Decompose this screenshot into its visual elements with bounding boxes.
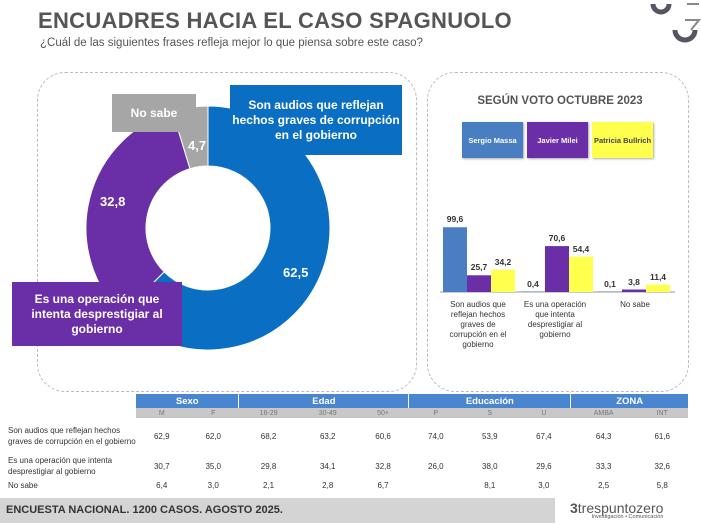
table-cell: 67,4: [536, 431, 552, 441]
brand-3-icon: 3: [570, 500, 578, 516]
table-cell: 29,6: [536, 461, 552, 471]
brand-name: trespuntozero: [577, 500, 664, 516]
bar: [467, 275, 491, 292]
bar-value-label: 3,8: [628, 276, 640, 287]
bar-value-label: 99,6: [446, 214, 464, 225]
row-label: Son audios que reflejan hechos graves de…: [8, 426, 136, 446]
brand-decoration-icon: [650, 3, 701, 43]
table-cell: 53,9: [482, 431, 498, 441]
legend-bullrich: Patricia Bullrich: [592, 122, 653, 158]
table-cell: 32,8: [375, 461, 391, 471]
table-cell: 2,8: [322, 480, 334, 490]
table-cell: 32,6: [654, 461, 671, 471]
bar: [521, 291, 545, 292]
donut-value-no-sabe: 4,7: [188, 138, 207, 153]
legend-massa: Sergio Massa: [462, 122, 523, 158]
bar: [545, 246, 569, 292]
bar-value-label: 25,7: [470, 262, 488, 273]
bar-value-label: 54,4: [572, 243, 590, 254]
brand-tagline: Investigación • Comunicación: [591, 514, 664, 520]
column-header: AMBA: [570, 408, 637, 418]
column-header: 16-29: [238, 408, 299, 418]
table-cell: [409, 478, 463, 492]
table-cell: 29,8: [260, 461, 277, 471]
group-educacion: Educación: [408, 394, 572, 408]
table-row: Son audios que reflejan hechos graves de…: [8, 418, 688, 454]
bar-category-audios: Son audios que reflejan hechos graves de…: [449, 300, 507, 349]
group-zona: ZONA: [570, 394, 688, 408]
bar: [569, 256, 593, 292]
table-row: Es una operación que intenta desprestigi…: [8, 454, 688, 478]
column-header: F: [187, 408, 239, 418]
donut-value-audios: 62,5: [283, 265, 309, 280]
table-cell: 5,8: [656, 480, 668, 490]
bar: [622, 289, 646, 292]
table-cell: 68,2: [260, 431, 277, 441]
table-cell: 6,4: [156, 480, 168, 490]
bar-category-operacion: Es una operación que intenta desprestigi…: [523, 300, 587, 339]
table-cell: 64,3: [595, 431, 612, 441]
bar: [646, 284, 670, 292]
table-cell: 60,6: [375, 431, 391, 441]
table-cell: 62,0: [205, 431, 222, 441]
table-cell: 26,0: [428, 461, 444, 471]
table-cell: 35,0: [205, 461, 222, 471]
table-cell: 2,1: [262, 480, 275, 490]
table-cell: 6,7: [377, 480, 389, 490]
bar-chart: [440, 227, 675, 293]
bar: [443, 227, 467, 292]
table-cell: 38,0: [482, 461, 498, 471]
donut-label-no-sabe: No sabe: [112, 94, 196, 132]
donut-panel: [37, 72, 417, 392]
column-header: 30-49: [298, 408, 358, 418]
donut-value-operacion: 32,8: [100, 194, 126, 209]
group-sexo: Sexo: [136, 394, 240, 408]
bar-value-label: 70,6: [548, 233, 566, 244]
table-cell: 61,6: [654, 431, 671, 441]
bar: [491, 269, 515, 292]
page-subtitle: ¿Cuál de las siguientes frases refleja m…: [40, 37, 423, 49]
table-cell: 34,1: [319, 461, 336, 471]
column-header: 50+: [357, 408, 409, 418]
row-label: No sabe: [8, 480, 38, 490]
page-title: ENCUADRES HACIA EL CASO SPAGNUOLO: [38, 8, 512, 33]
crosstab-table: Sexo Edad Educación ZONA M F 16-29 30-49 50+…: [8, 394, 688, 492]
group-edad: Edad: [238, 394, 410, 408]
table-cell: 3,0: [538, 480, 550, 490]
donut-label-audios: Son audios que reflejan hechos graves de…: [230, 85, 402, 155]
bar: [598, 291, 622, 292]
legend-milei: Javier Milei: [527, 122, 588, 158]
table-cell: 30,7: [153, 461, 170, 471]
table-cell: 62,9: [153, 431, 170, 441]
bar-category-no-sabe: No sabe: [620, 300, 650, 309]
table-row: No sabe 6,4 3,0 2,1 2,8 6,7 8,1 3,0 2,5 5,8: [8, 478, 688, 492]
bar-value-label: 11,4: [649, 271, 667, 282]
column-header: M: [136, 408, 188, 418]
table-cell: 8,1: [484, 480, 496, 490]
footer-bar: ENCUESTA NACIONAL. 1200 CASOS. AGOSTO 20…: [0, 498, 555, 523]
column-header: INT: [636, 408, 688, 418]
table-cell: 63,2: [319, 431, 336, 441]
row-label: Es una operación que intenta desprestigi…: [8, 456, 113, 476]
column-header: S: [462, 408, 517, 418]
table-cell: 2,5: [598, 480, 610, 490]
column-header: P: [408, 408, 463, 418]
brand-logo: 3trespuntozero Investigación • Comunicac…: [570, 500, 663, 520]
column-header: U: [516, 408, 571, 418]
table-cell: 33,3: [595, 461, 612, 471]
table-cell: 74,0: [428, 431, 444, 441]
donut-label-operacion: Es una operación que intenta desprestigi…: [12, 282, 182, 346]
vote-panel: [427, 72, 689, 392]
bar-value-label: 0,1: [604, 278, 616, 289]
footer-text: ENCUESTA NACIONAL. 1200 CASOS. AGOSTO 20…: [6, 504, 283, 516]
bar-chart-title: SEGÚN VOTO OCTUBRE 2023: [477, 95, 643, 107]
bar-value-label: 34,2: [494, 256, 512, 267]
bar-value-label: 0,4: [527, 278, 539, 289]
table-cell: 3,0: [207, 480, 219, 490]
